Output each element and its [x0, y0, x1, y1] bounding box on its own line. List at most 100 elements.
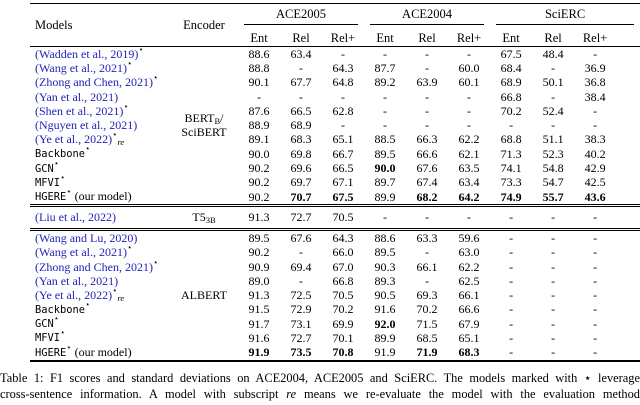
citation-link[interactable]: (Zhong and Chen, 2021): [35, 259, 153, 274]
table-row: (Shen et al., 2021)⋆ 87.6 66.5 62.8 - - - 70.2 5…: [30, 104, 640, 118]
model-name: HGERE: [35, 191, 67, 204]
score-cell: -: [425, 245, 430, 260]
score-cell: 90.9: [248, 259, 270, 274]
score-cell: 42.5: [584, 175, 606, 190]
score-cell: -: [551, 273, 556, 288]
citation-link[interactable]: (Wang et al., 2021): [35, 61, 128, 75]
score-cell: 66.1: [458, 288, 480, 303]
score-cell: 90.0: [248, 146, 270, 161]
table-row: (Ye et al., 2022)⋆re 89.1 68.3 65.1 88.5 66.3…: [30, 133, 640, 147]
score-cell: 66.6: [416, 146, 438, 161]
score-cell: 70.8: [332, 345, 354, 360]
score-cell: 38.4: [584, 89, 606, 104]
col-header-relplus: Rel+: [322, 30, 365, 47]
score-cell: 36.8: [584, 75, 606, 90]
score-cell: -: [299, 273, 303, 288]
star-superscript: ⋆: [152, 75, 159, 83]
col-header-relplus: Rel+: [574, 30, 617, 47]
score-cell: 60.1: [458, 75, 480, 90]
score-cell: 55.7: [542, 189, 564, 204]
table-row: (Yan et al., 2021) 89.0 - 66.8 89.3 - 62.5 - - -: [30, 274, 640, 288]
table-row: (Zhong and Chen, 2021)⋆ 90.1 67.7 64.8 89.2 6…: [30, 76, 640, 90]
score-cell: 89.9: [374, 189, 396, 204]
filler-cell: [616, 118, 640, 132]
encoder-cell: BERTB/SciBERT: [181, 111, 227, 139]
bottom-rule: [30, 359, 640, 363]
score-cell: -: [383, 89, 388, 104]
citation-link[interactable]: (Wadden et al., 2019): [35, 46, 139, 61]
model-cell: (Yan et al., 2021): [30, 90, 170, 104]
score-cell: 67.1: [332, 175, 354, 190]
score-cell: 69.7: [290, 175, 312, 190]
score-cell: 68.9: [500, 75, 522, 90]
table-row: MFVI⋆ 90.2 69.7 67.1 89.7 67.4 63.4 73.3 54.7 42.…: [30, 176, 640, 190]
dataset-label: ACE2005: [244, 5, 359, 25]
score-cell: -: [467, 89, 472, 104]
score-cell: 91.3: [248, 210, 270, 225]
citation-link[interactable]: (Ye et al., 2022): [35, 288, 113, 303]
table-row: Backbone⋆ 91.5 72.9 70.2 91.6 70.2 66.6 - - -: [30, 303, 640, 317]
score-cell: 69.6: [290, 161, 312, 176]
score-cell: 68.8: [500, 132, 522, 147]
score-cell: 88.6: [374, 230, 396, 245]
table-row: (Nguyen et al., 2021) 88.9 68.9 - - - - - - -: [30, 118, 640, 132]
score-cell: -: [257, 89, 261, 104]
table-row: (Liu et al., 2022) T53B 91.3 72.7 70.5 - - - - - -: [30, 207, 640, 229]
score-cell: -: [551, 118, 556, 133]
star-superscript: ⋆: [112, 288, 118, 296]
score-cell: -: [467, 46, 472, 61]
citation-link[interactable]: (Yan et al., 2021): [35, 274, 119, 288]
dataset-label: SciERC: [496, 5, 635, 25]
model-cell: MFVI⋆: [30, 331, 170, 345]
score-cell: 90.2: [248, 189, 270, 204]
score-cell: 63.4: [458, 175, 480, 190]
score-cell: 88.5: [374, 132, 396, 147]
score-cell: 70.2: [332, 302, 354, 317]
citation-link[interactable]: (Shen et al., 2021): [35, 104, 124, 118]
model-cell: (Yan et al., 2021): [30, 274, 170, 288]
score-cell: 63.3: [416, 230, 438, 245]
score-cell: 38.3: [584, 132, 606, 147]
score-cell: 59.6: [458, 230, 480, 245]
score-cell: 71.3: [500, 146, 522, 161]
score-cell: 66.5: [332, 161, 354, 176]
score-cell: 90.1: [248, 75, 270, 90]
citation-link[interactable]: (Nguyen et al., 2021): [35, 118, 138, 133]
score-cell: 73.1: [290, 316, 312, 331]
col-header-rel: Rel: [280, 30, 322, 47]
score-cell: 89.0: [248, 273, 270, 288]
col-group-ace2004: ACE2004: [364, 3, 491, 30]
score-cell: 67.4: [416, 175, 438, 190]
citation-link[interactable]: (Yan et al., 2021): [35, 89, 119, 104]
filler-cell: [616, 133, 640, 147]
score-cell: -: [551, 302, 556, 317]
score-cell: 66.1: [416, 259, 438, 274]
model-cell: (Wang et al., 2021)⋆: [30, 246, 170, 260]
filler-cell: [616, 246, 640, 260]
col-header-relplus: Rel+: [448, 30, 491, 47]
citation-link[interactable]: (Liu et al., 2022): [35, 210, 116, 225]
re-subscript: re: [117, 137, 125, 148]
star-superscript: ⋆: [127, 61, 133, 68]
score-cell: 70.5: [332, 288, 354, 303]
citation-link[interactable]: (Zhong and Chen, 2021): [35, 75, 153, 90]
citation-link[interactable]: (Wang et al., 2021): [35, 245, 128, 260]
citation-link[interactable]: (Ye et al., 2022): [35, 132, 113, 147]
filler-cell: [616, 61, 640, 75]
model-cell: Backbone⋆: [30, 303, 170, 317]
section-separator: [30, 228, 640, 232]
score-cell: 71.9: [416, 345, 438, 360]
table-row: MFVI⋆ 91.6 72.7 70.1 89.9 68.5 65.1 - - -: [30, 331, 640, 345]
score-cell: 73.5: [290, 345, 312, 360]
score-cell: -: [593, 118, 598, 133]
score-cell: 74.1: [500, 161, 522, 176]
score-cell: 89.9: [374, 330, 396, 345]
citation-link[interactable]: (Wang and Lu, 2020): [35, 230, 138, 245]
star-superscript: ⋆: [85, 302, 91, 309]
score-cell: -: [551, 288, 556, 303]
table-header-row: Models Encoder ACE2005 ACE2004 SciERC: [30, 3, 640, 47]
score-cell: -: [383, 103, 388, 118]
table-row: GCN⋆ 90.2 69.6 66.5 90.0 67.6 63.5 74.1 54.8 42.9: [30, 161, 640, 175]
filler-cell: [616, 303, 640, 317]
score-cell: 90.2: [248, 245, 270, 260]
